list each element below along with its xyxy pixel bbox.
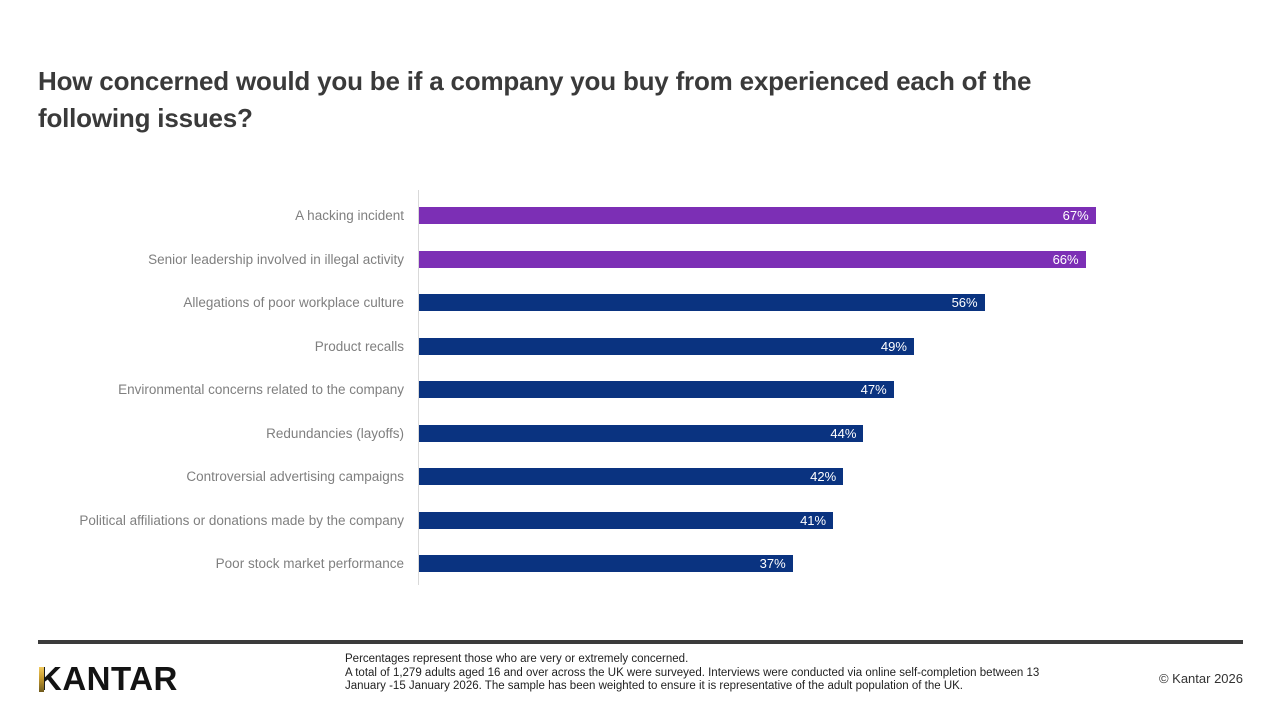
bar-area: 67% [419,207,1280,225]
chart-row: A hacking incident 67% [0,194,1280,238]
category-label: Controversial advertising campaigns [186,469,404,485]
bar-value-label: 37% [759,556,786,572]
bar-area: 66% [419,250,1280,268]
bar-value-label: 56% [951,295,978,311]
bar: 37% [419,555,793,573]
bar-value-label: 49% [880,338,907,354]
chart-row: Controversial advertising campaigns 42% [0,455,1280,499]
chart-row: Product recalls 49% [0,325,1280,369]
bar-area: 42% [419,468,1280,486]
chart-row: Political affiliations or donations made… [0,499,1280,543]
category-label: Political affiliations or donations made… [79,512,404,528]
chart-row: Senior leadership involved in illegal ac… [0,238,1280,282]
bar-area: 56% [419,294,1280,312]
bar-area: 44% [419,424,1280,442]
footer-divider [38,640,1243,644]
bar-value-label: 66% [1052,251,1079,267]
y-axis-line [418,190,419,585]
bar-area: 37% [419,555,1280,573]
bar-value-label: 44% [830,425,857,441]
bar: 44% [419,424,864,442]
category-label: Poor stock market performance [215,556,404,572]
category-label: Environmental concerns related to the co… [118,382,404,398]
bar-value-label: 42% [810,469,837,485]
chart-row: Redundancies (layoffs) 44% [0,412,1280,456]
bar: 47% [419,381,894,399]
kantar-logo: KANTAR [38,662,178,695]
category-label: Product recalls [314,338,404,354]
footnote-line-1: Percentages represent those who are very… [345,653,689,665]
bar-area: 47% [419,381,1280,399]
page-title: How concerned would you be if a company … [38,63,1168,137]
bar: 49% [419,337,914,355]
bar: 67% [419,207,1096,225]
bar: 56% [419,294,985,312]
copyright-text: © Kantar 2026 [1158,671,1243,686]
kantar-logo-gold-bar-icon [39,667,44,692]
kantar-logo-text: KANTAR [38,660,178,697]
footnote: Percentages represent those who are very… [345,653,1057,694]
category-label: Allegations of poor workplace culture [183,295,404,311]
bar-value-label: 67% [1062,208,1089,224]
chart-row: Environmental concerns related to the co… [0,368,1280,412]
bar-value-label: 41% [800,512,827,528]
bar: 66% [419,250,1086,268]
category-label: A hacking incident [295,208,404,224]
bar-area: 41% [419,511,1280,529]
bar: 41% [419,511,834,529]
chart-row: Allegations of poor workplace culture 56% [0,281,1280,325]
bar: 42% [419,468,844,486]
bar-area: 49% [419,337,1280,355]
bar-chart: A hacking incident 67% Senior leadership i… [0,194,1280,586]
page-title-line-2: following issues? [38,103,253,134]
footnote-line-2: A total of 1,279 adults aged 16 and over… [345,666,1040,693]
bar-value-label: 47% [860,382,887,398]
chart-row: Poor stock market performance 37% [0,542,1280,586]
category-label: Redundancies (layoffs) [266,425,404,441]
category-label: Senior leadership involved in illegal ac… [148,251,404,267]
page-title-line-1: How concerned would you be if a company … [38,66,1032,97]
